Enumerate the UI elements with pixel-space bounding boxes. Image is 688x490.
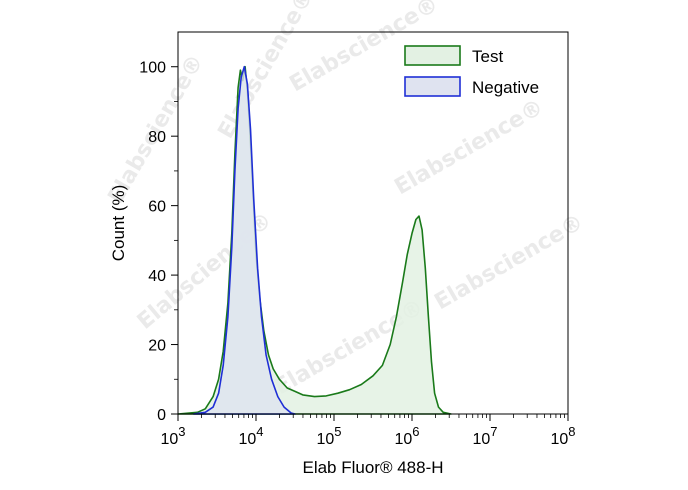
legend-label-test: Test [472, 47, 503, 66]
y-tick-label: 0 [157, 407, 166, 424]
y-tick-label: 20 [148, 338, 166, 355]
x-tick-label: 108 [550, 424, 575, 448]
x-tick-label: 107 [472, 424, 497, 448]
watermark: Elabscience® [431, 210, 588, 315]
watermark: Elabscience® [391, 95, 548, 200]
legend: Test Negative [404, 45, 539, 97]
legend-label-negative: Negative [472, 78, 539, 97]
x-tick-label: 106 [394, 424, 419, 448]
y-tick-label: 60 [148, 199, 166, 216]
series-negative-area [192, 65, 296, 415]
watermark-layer: Elabscience® Elabscience® Elabscience® E… [104, 0, 588, 400]
plot-frame [177, 31, 569, 415]
tick-layer: 103 104 105 106 107 108 0 20 40 60 80 100 [139, 60, 575, 448]
x-tick-label: 104 [238, 424, 263, 448]
y-tick-label: 80 [148, 129, 166, 146]
y-tick-label: 100 [139, 60, 166, 77]
series-layer [177, 65, 452, 415]
x-tick-label: 103 [160, 424, 185, 448]
y-axis-title: Count (%) [109, 185, 128, 262]
legend-swatch-negative [404, 76, 461, 97]
legend-swatch-test [404, 45, 461, 66]
x-axis-title: Elab Fluor® 488-H [302, 458, 443, 477]
y-tick-label: 40 [148, 268, 166, 285]
x-tick-label: 105 [316, 424, 341, 448]
